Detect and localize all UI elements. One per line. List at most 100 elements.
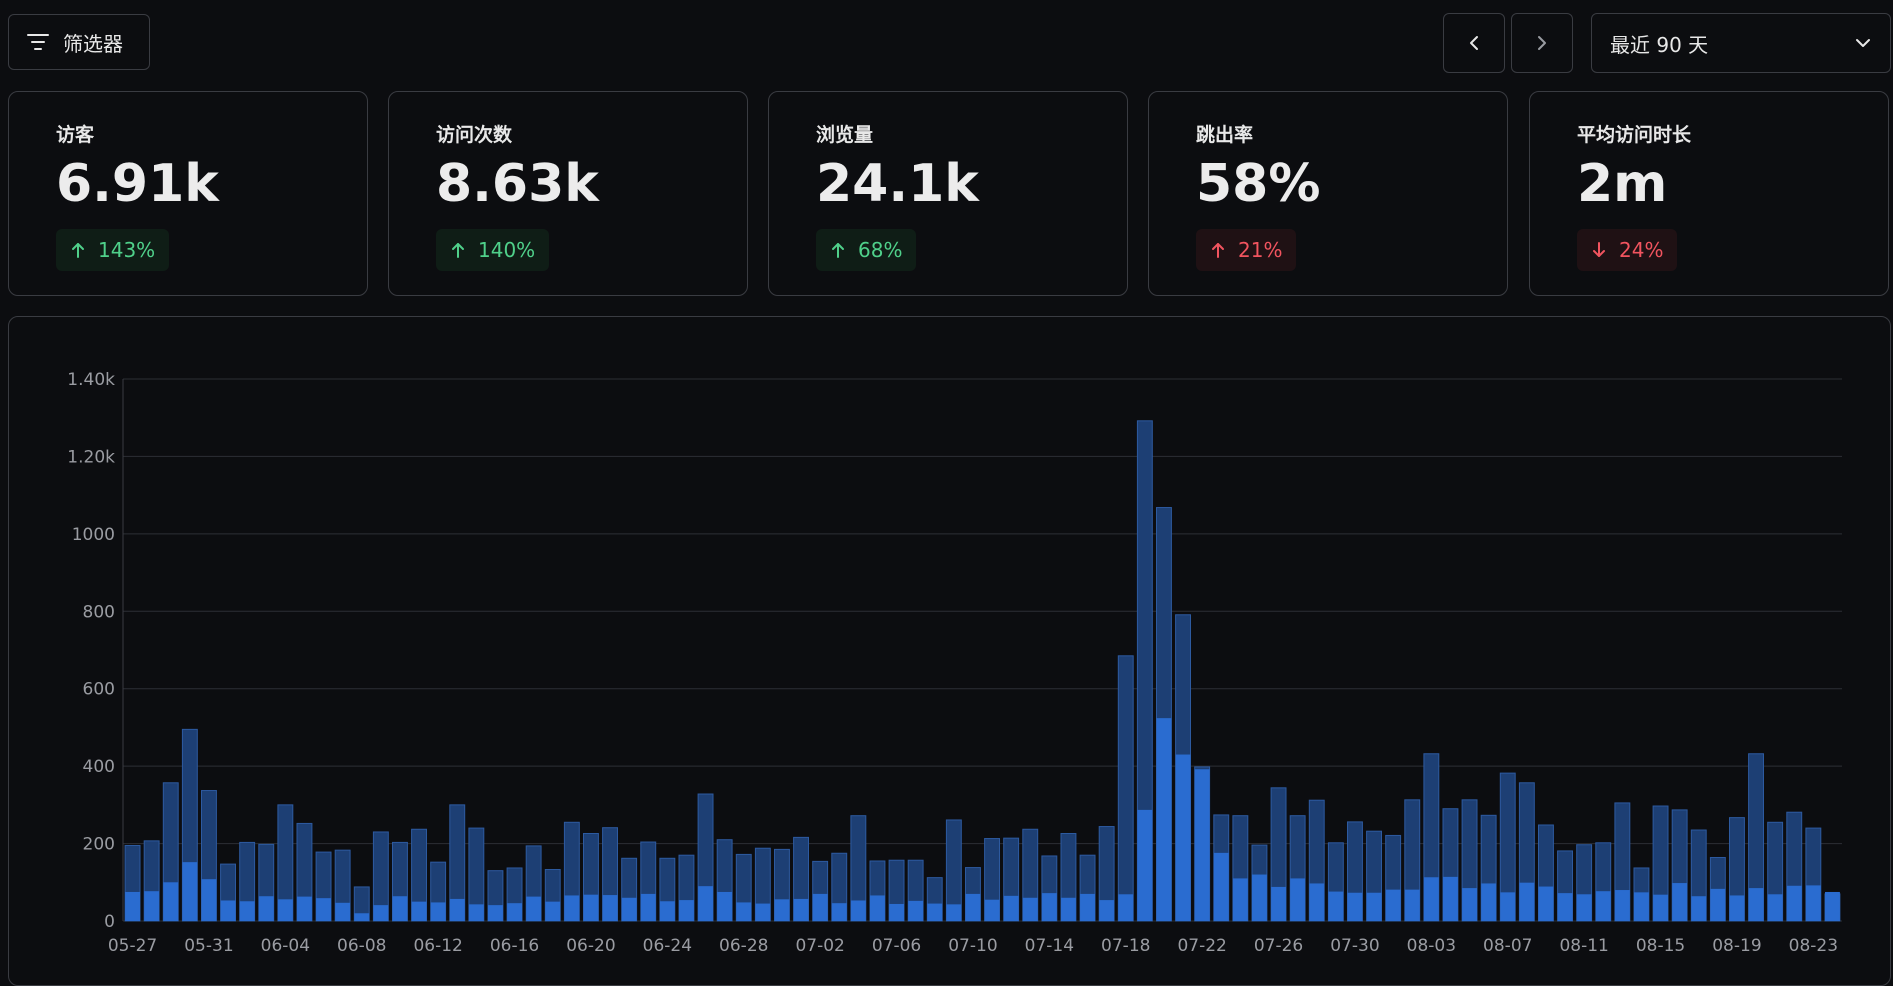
bar-segment[interactable] <box>239 901 255 921</box>
bar-segment[interactable] <box>698 886 713 921</box>
bar-segment[interactable] <box>144 891 160 921</box>
bar-segment[interactable] <box>1634 892 1649 921</box>
y-tick-label: 1000 <box>72 525 115 545</box>
bar-segment[interactable] <box>1423 877 1439 921</box>
filter-button[interactable]: 筛选器 <box>8 14 150 70</box>
y-tick-label: 600 <box>83 680 115 700</box>
bar-segment[interactable] <box>659 901 675 921</box>
next-period-button[interactable] <box>1511 13 1573 73</box>
bar-segment[interactable] <box>946 904 962 921</box>
bar-segment[interactable] <box>927 903 943 921</box>
previous-period-button[interactable] <box>1443 13 1505 73</box>
bar-segment[interactable] <box>583 894 599 921</box>
bar-segment[interactable] <box>182 862 198 921</box>
bar-segment[interactable] <box>889 903 904 921</box>
bar-segment[interactable] <box>1557 893 1573 921</box>
bar-segment[interactable] <box>392 896 408 921</box>
bar-segment[interactable] <box>1519 882 1535 921</box>
bar-segment[interactable] <box>1271 886 1286 921</box>
date-range-select[interactable]: 最近 90 天 <box>1591 13 1891 73</box>
bar-segment[interactable] <box>1404 889 1420 921</box>
date-range-value: 最近 90 天 <box>1610 32 1709 57</box>
bar-segment[interactable] <box>1137 809 1153 921</box>
bar-segment[interactable] <box>277 899 293 921</box>
bar-segment[interactable] <box>1576 894 1592 921</box>
bar-segment[interactable] <box>1061 897 1076 921</box>
bar-segment[interactable] <box>640 893 656 921</box>
metric-delta-badge: 140% <box>436 229 550 271</box>
bar-segment[interactable] <box>1767 894 1783 921</box>
bar-segment[interactable] <box>1672 883 1688 921</box>
bar-segment[interactable] <box>1099 900 1115 921</box>
bar-segment[interactable] <box>1500 892 1516 921</box>
bar-segment[interactable] <box>1710 888 1726 921</box>
bar-segment[interactable] <box>1653 894 1668 921</box>
bar-segment[interactable] <box>1252 874 1267 921</box>
bar-segment[interactable] <box>812 893 828 921</box>
bar-segment[interactable] <box>163 882 179 921</box>
bar-segment[interactable] <box>1805 885 1821 921</box>
bar-segment[interactable] <box>1309 883 1325 921</box>
bar-segment[interactable] <box>870 895 885 921</box>
bar-segment[interactable] <box>411 901 427 921</box>
bar-segment[interactable] <box>201 879 217 921</box>
bar-segment[interactable] <box>1595 891 1611 921</box>
bar-segment[interactable] <box>545 901 561 921</box>
bar-segment[interactable] <box>373 905 389 921</box>
bar-segment[interactable] <box>449 898 465 921</box>
bar-segment[interactable] <box>1538 886 1554 921</box>
bar-segment[interactable] <box>1614 890 1630 921</box>
bar-segment[interactable] <box>774 899 790 921</box>
bar-segment[interactable] <box>1347 892 1363 921</box>
bar-segment[interactable] <box>125 891 140 921</box>
bar-segment[interactable] <box>1194 769 1210 921</box>
bar-segment[interactable] <box>1366 892 1382 921</box>
bar-segment[interactable] <box>717 891 733 921</box>
bar-segment[interactable] <box>1691 896 1707 921</box>
bar-segment[interactable] <box>526 896 542 921</box>
bar-segment[interactable] <box>468 904 484 921</box>
bar-segment[interactable] <box>1156 718 1172 921</box>
bar-segment[interactable] <box>850 900 866 921</box>
bar-segment[interactable] <box>755 903 771 921</box>
bar-segment[interactable] <box>1825 891 1840 921</box>
bar-segment[interactable] <box>354 913 370 921</box>
bar-segment[interactable] <box>1385 889 1401 921</box>
bar-segment[interactable] <box>1443 876 1458 921</box>
chart-panel: 0 200 400 600 800 1000 1.20k 1.40k 05-27 05-31 06-… <box>8 316 1891 986</box>
bar-segment[interactable] <box>1232 878 1248 921</box>
bar-segment[interactable] <box>507 903 522 921</box>
bar-segment[interactable] <box>1175 754 1191 921</box>
bar-segment[interactable] <box>1462 888 1477 921</box>
bar-segment[interactable] <box>965 893 981 921</box>
bar-segment[interactable] <box>602 895 618 921</box>
bar-segment[interactable] <box>1748 888 1764 921</box>
bar-segment[interactable] <box>220 900 236 921</box>
bar-segment[interactable] <box>1481 883 1497 921</box>
bar-segment[interactable] <box>1041 893 1057 921</box>
bar-segment[interactable] <box>1786 885 1802 921</box>
bar-segment[interactable] <box>430 902 446 921</box>
bar-segment[interactable] <box>1290 878 1306 921</box>
bar-segment[interactable] <box>564 895 580 921</box>
bar-segment[interactable] <box>831 903 847 921</box>
bar-segment[interactable] <box>1118 894 1134 921</box>
bar-segment[interactable] <box>621 897 637 921</box>
bar-segment[interactable] <box>679 900 694 921</box>
bar-segment[interactable] <box>908 900 924 921</box>
bar-segment[interactable] <box>1213 852 1229 921</box>
bar-total[interactable] <box>1117 655 1134 922</box>
bar-segment[interactable] <box>316 898 331 921</box>
bar-segment[interactable] <box>258 896 274 921</box>
bar-segment[interactable] <box>1080 893 1095 921</box>
bar-segment[interactable] <box>1022 897 1038 921</box>
bar-segment[interactable] <box>1003 895 1019 921</box>
bar-segment[interactable] <box>736 902 752 921</box>
bar-segment[interactable] <box>1729 895 1745 921</box>
bar-segment[interactable] <box>1328 891 1344 921</box>
bar-segment[interactable] <box>297 896 312 921</box>
bar-segment[interactable] <box>793 898 809 921</box>
bar-segment[interactable] <box>335 902 351 921</box>
bar-segment[interactable] <box>488 905 503 921</box>
bar-segment[interactable] <box>984 899 1000 921</box>
